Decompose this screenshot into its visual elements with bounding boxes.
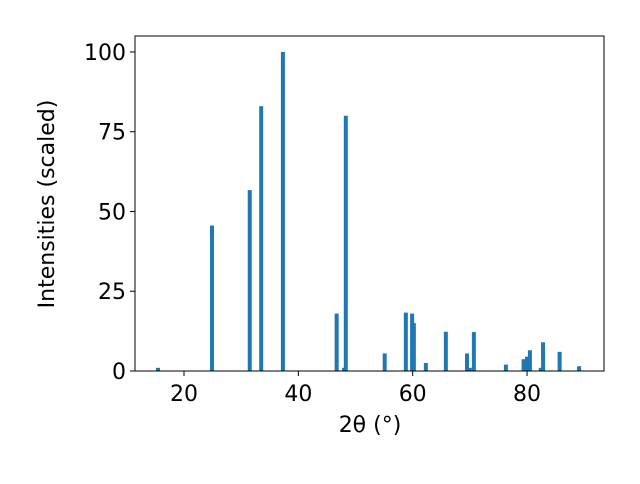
bar: [247, 190, 252, 371]
x-tick-label: 20: [170, 382, 198, 407]
bar: [527, 350, 532, 371]
plot-frame: [134, 35, 605, 372]
bar: [465, 353, 470, 371]
y-tick-label: 25: [98, 280, 126, 305]
bar: [541, 342, 546, 371]
bar: [155, 367, 160, 371]
y-tick-label: 100: [84, 41, 126, 66]
bar: [467, 367, 472, 371]
bar: [210, 225, 215, 371]
y-tick-label: 75: [98, 121, 126, 146]
x-tick-label: 40: [284, 382, 312, 407]
bar: [280, 51, 285, 371]
y-tick-label: 50: [98, 200, 126, 225]
bar: [521, 359, 526, 371]
bar: [403, 312, 408, 371]
bar: [443, 331, 448, 371]
y-axis-label: Intensities (scaled): [35, 100, 60, 309]
bar: [525, 356, 530, 371]
bar: [343, 115, 348, 371]
bar: [503, 364, 508, 371]
bar: [471, 332, 476, 371]
x-axis-label: 2θ (°): [339, 413, 402, 438]
bar: [577, 366, 582, 371]
bar: [538, 367, 543, 371]
x-tick-label: 80: [513, 382, 541, 407]
y-tick-label: 0: [112, 360, 126, 385]
bar: [557, 351, 562, 371]
bar: [334, 313, 339, 371]
bar: [382, 353, 387, 371]
bar: [423, 363, 428, 371]
x-tick-label: 60: [399, 382, 427, 407]
bar: [259, 106, 264, 371]
bar: [411, 323, 416, 371]
